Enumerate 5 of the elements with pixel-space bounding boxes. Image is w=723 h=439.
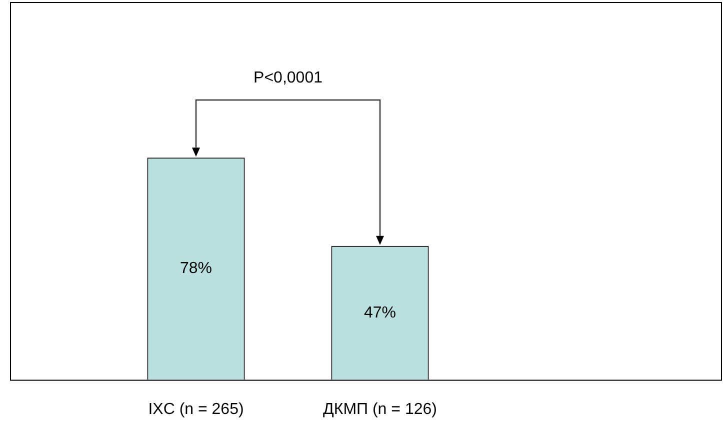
text: P<0,0001 [254,69,323,86]
x-tick-label: ДКМП (n = 126) [323,400,437,418]
x-tick-label: IXC (n = 265) [148,400,244,418]
data-label: 78% [180,260,212,278]
data-label: 47% [364,304,396,322]
